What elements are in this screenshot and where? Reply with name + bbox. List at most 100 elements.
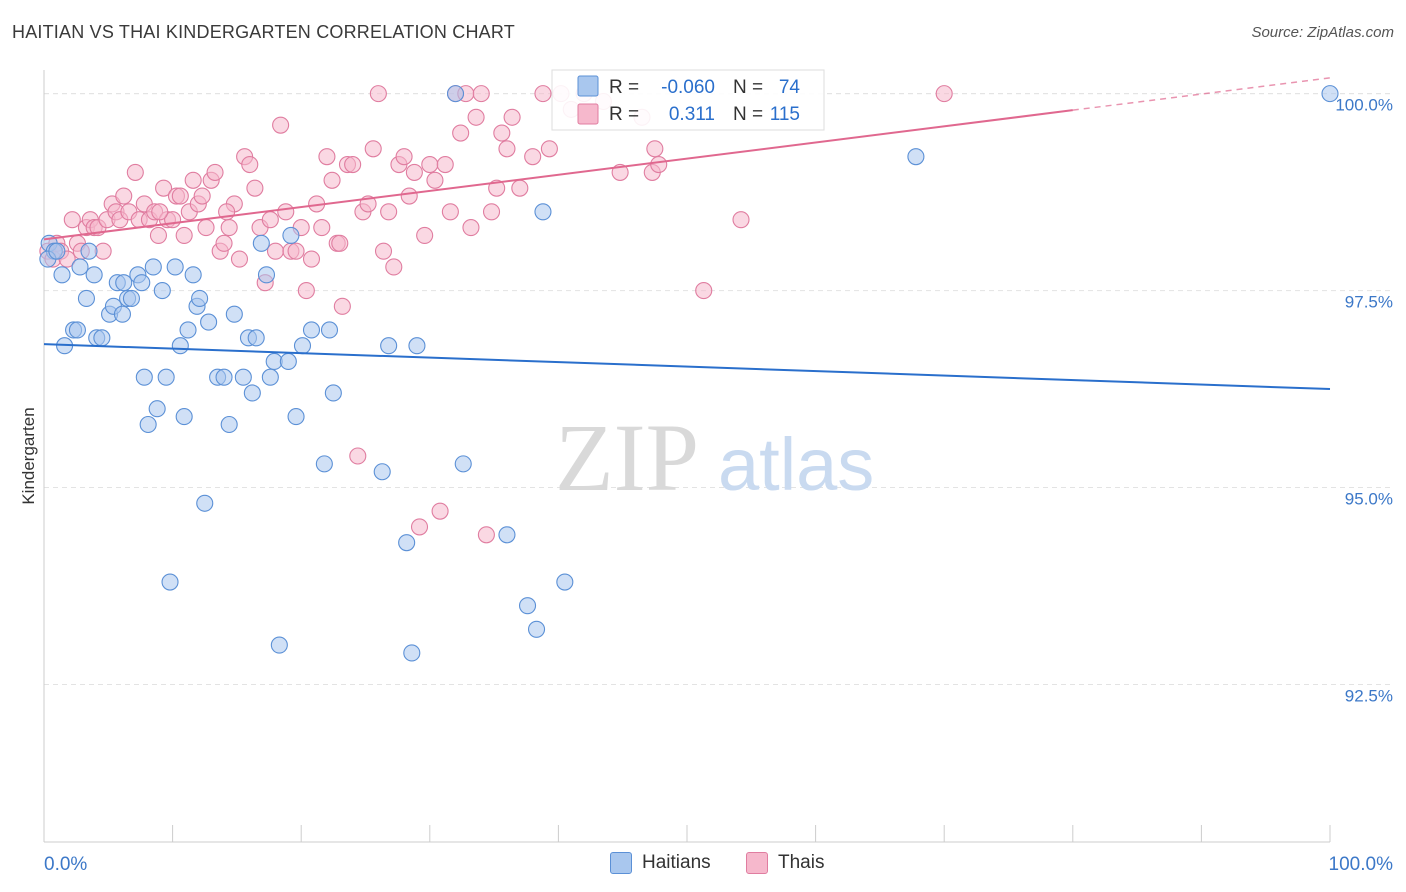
point-haitians bbox=[403, 644, 421, 662]
point-thais bbox=[220, 219, 238, 237]
point-thais bbox=[206, 163, 224, 181]
point-haitians bbox=[243, 384, 261, 402]
point-haitians bbox=[408, 337, 426, 355]
legend-r-label: R = bbox=[609, 77, 639, 98]
series-haitians-points bbox=[39, 85, 1339, 662]
point-haitians bbox=[135, 368, 153, 386]
point-thais bbox=[524, 148, 542, 166]
point-thais bbox=[193, 187, 211, 205]
point-haitians bbox=[320, 321, 339, 339]
point-haitians bbox=[220, 415, 238, 434]
point-haitians bbox=[93, 329, 111, 347]
point-thais bbox=[410, 518, 429, 536]
legend-n-value: 115 bbox=[770, 104, 800, 125]
point-haitians bbox=[171, 337, 189, 355]
chart-source: Source: ZipAtlas.com bbox=[1251, 24, 1394, 41]
point-thais bbox=[493, 124, 511, 142]
point-thais bbox=[155, 179, 173, 197]
point-thais bbox=[215, 234, 233, 252]
point-haitians bbox=[252, 234, 270, 252]
point-haitians bbox=[225, 305, 243, 323]
point-haitians bbox=[85, 266, 103, 284]
point-thais bbox=[488, 179, 506, 197]
point-haitians bbox=[115, 274, 133, 292]
point-haitians bbox=[315, 455, 333, 473]
point-thais bbox=[175, 226, 193, 244]
legend-swatch-haitians bbox=[610, 852, 632, 874]
point-thais bbox=[441, 203, 459, 221]
watermark-atlas: atlas bbox=[718, 423, 874, 506]
point-thais bbox=[452, 124, 470, 142]
point-haitians bbox=[157, 368, 175, 386]
legend-label-thais: Thais bbox=[778, 852, 825, 873]
point-thais bbox=[302, 250, 321, 268]
series-legend: Haitians Thais bbox=[0, 850, 1406, 880]
point-thais bbox=[416, 226, 434, 244]
y-tick-label: 100.0% bbox=[1335, 96, 1393, 115]
point-haitians bbox=[518, 597, 537, 615]
watermark-zip: ZIP bbox=[555, 404, 699, 511]
point-thais bbox=[650, 155, 668, 174]
legend-n-label: N = bbox=[733, 77, 763, 98]
point-haitians bbox=[196, 494, 214, 512]
point-haitians bbox=[179, 321, 197, 339]
point-thais bbox=[313, 219, 331, 237]
point-haitians bbox=[53, 266, 71, 284]
point-thais bbox=[197, 219, 215, 237]
legend-swatch-thais bbox=[577, 103, 599, 125]
point-haitians bbox=[373, 463, 391, 481]
point-haitians bbox=[907, 148, 925, 166]
trend-lines bbox=[43, 77, 1331, 391]
point-thais bbox=[318, 148, 336, 166]
legend-n-label: N = bbox=[733, 104, 763, 125]
point-haitians bbox=[144, 258, 162, 276]
point-haitians bbox=[247, 329, 265, 347]
point-thais bbox=[323, 171, 341, 189]
point-thais bbox=[364, 140, 382, 158]
legend-swatch-haitians bbox=[577, 75, 599, 97]
point-thais bbox=[266, 242, 285, 260]
point-thais bbox=[333, 297, 351, 315]
point-thais bbox=[467, 108, 485, 126]
point-thais bbox=[935, 85, 953, 103]
point-haitians bbox=[80, 242, 98, 260]
legend-r-value: -0.060 bbox=[661, 77, 715, 98]
legend-swatch-thais bbox=[746, 852, 768, 874]
y-tick-label: 97.5% bbox=[1345, 293, 1393, 312]
point-haitians bbox=[293, 337, 312, 355]
point-thais bbox=[115, 187, 133, 205]
point-thais bbox=[171, 187, 189, 205]
point-thais bbox=[380, 203, 398, 221]
point-haitians bbox=[534, 203, 552, 221]
point-thais bbox=[732, 211, 750, 229]
point-thais bbox=[540, 140, 558, 158]
point-thais bbox=[246, 179, 264, 197]
point-thais bbox=[400, 187, 418, 205]
point-thais bbox=[503, 108, 521, 126]
point-haitians bbox=[77, 289, 95, 307]
point-thais bbox=[287, 242, 305, 260]
point-haitians bbox=[71, 258, 89, 276]
point-thais bbox=[277, 203, 295, 221]
point-thais bbox=[149, 226, 168, 244]
point-haitians bbox=[498, 526, 516, 544]
point-haitians bbox=[122, 289, 140, 307]
point-haitians bbox=[215, 368, 233, 386]
point-thais bbox=[126, 163, 144, 181]
point-haitians bbox=[454, 455, 472, 473]
legend-item-haitians[interactable]: Haitians bbox=[610, 852, 711, 874]
x-tick-label: 0.0% bbox=[44, 854, 87, 875]
point-haitians bbox=[261, 368, 279, 386]
point-haitians bbox=[175, 408, 193, 426]
point-haitians bbox=[398, 534, 416, 552]
point-thais bbox=[511, 179, 529, 197]
point-haitians bbox=[161, 573, 179, 591]
legend-item-thais[interactable]: Thais bbox=[746, 852, 824, 874]
point-thais bbox=[431, 502, 449, 520]
point-thais bbox=[369, 85, 387, 103]
point-haitians bbox=[556, 573, 574, 591]
y-axis-label: Kindergarten bbox=[19, 407, 38, 504]
legend-n-value: 74 bbox=[779, 77, 801, 98]
point-thais bbox=[230, 250, 249, 268]
